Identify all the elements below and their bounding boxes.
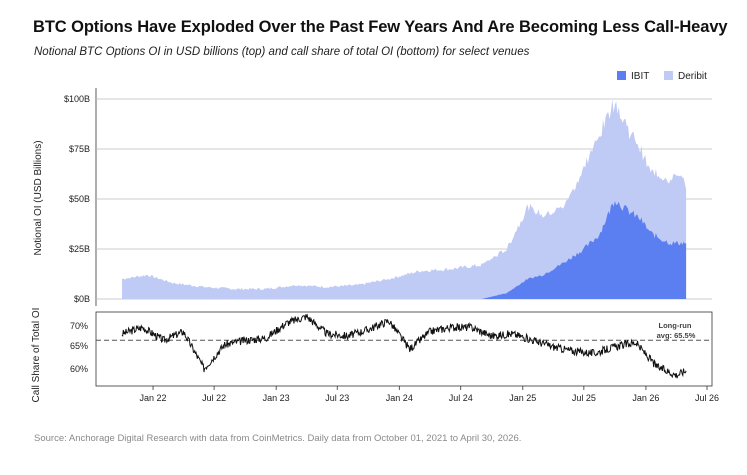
legend-swatch-deribit (664, 71, 673, 80)
bottom-y-axis-label: Call Share of Total OI (31, 308, 42, 403)
ibit-area (122, 201, 687, 299)
bottom-y-tick: 65% (70, 341, 88, 351)
legend-label-ibit: IBIT (631, 71, 649, 82)
top-y-axis-label: Notional OI (USD Billions) (33, 140, 44, 255)
x-tick-label: Jul 23 (325, 393, 349, 403)
x-tick-label: Jan 23 (263, 393, 290, 403)
x-tick-label: Jul 25 (572, 393, 596, 403)
x-tick-label: Jul 24 (449, 393, 473, 403)
x-tick-label: Jul 26 (695, 393, 719, 403)
source-note: Source: Anchorage Digital Research with … (34, 433, 522, 444)
bottom-panel-frame (95, 311, 713, 387)
bottom-panel: 60% 65% 70% Call Share of Total OI Long-… (31, 308, 719, 403)
top-y-tick: $25B (69, 244, 90, 254)
chart-svg: IBIT Deribit $0B $25B $50B $75B $100B No… (31, 71, 719, 403)
top-panel: $0B $25B $50B $75B $100B Notional OI (US… (33, 88, 712, 306)
deribit-area (122, 99, 687, 299)
legend-label-deribit: Deribit (678, 71, 707, 82)
top-y-tick: $100B (64, 94, 90, 104)
chart-subtitle: Notional BTC Options OI in USD billions … (34, 46, 530, 58)
x-axis-ticks: Jan 22 Jul 22 Jan 23 Jul 23 Jan 24 Jul 24 Jan … (140, 386, 719, 403)
avg-annotation: Long-run avg: 65.5% (657, 321, 696, 340)
bottom-y-tick-labels: 60% 65% 70% (70, 321, 88, 374)
legend-swatch-ibit (617, 71, 626, 80)
legend: IBIT Deribit (617, 71, 707, 82)
x-tick-label: Jan 22 (140, 393, 167, 403)
x-tick-label: Jan 25 (509, 393, 536, 403)
x-tick-label: Jul 22 (202, 393, 226, 403)
top-y-tick-labels: $0B $25B $50B $75B $100B (64, 94, 90, 304)
call-share-line (121, 313, 687, 379)
x-tick-label: Jan 24 (386, 393, 413, 403)
top-y-tick: $50B (69, 194, 90, 204)
bottom-y-tick: 70% (70, 321, 88, 331)
bottom-y-tick: 60% (70, 364, 88, 374)
x-tick-label: Jan 26 (632, 393, 659, 403)
top-y-tick: $75B (69, 144, 90, 154)
chart-title: BTC Options Have Exploded Over the Past … (33, 18, 728, 36)
top-y-tick: $0B (74, 294, 90, 304)
